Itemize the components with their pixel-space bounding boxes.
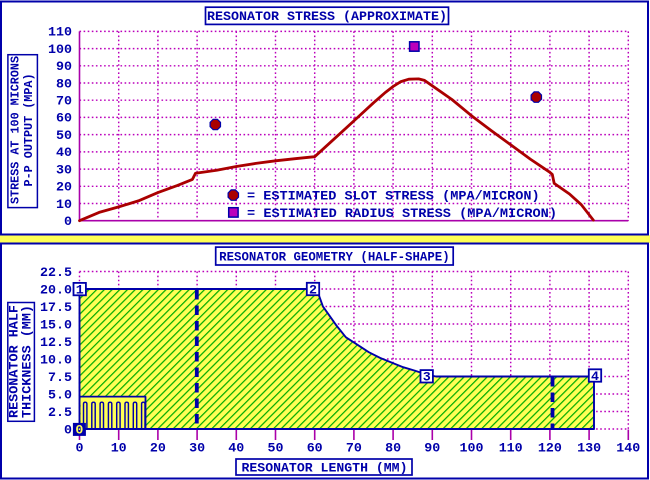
svg-text:5.0: 5.0 bbox=[48, 388, 72, 403]
svg-text:RESONATOR STRESS (APPROXIMATE): RESONATOR STRESS (APPROXIMATE) bbox=[207, 10, 447, 25]
svg-text:3: 3 bbox=[423, 371, 431, 386]
svg-text:10: 10 bbox=[56, 198, 72, 213]
svg-text:0: 0 bbox=[76, 442, 84, 457]
svg-text:60: 60 bbox=[56, 112, 72, 127]
svg-text:0: 0 bbox=[64, 215, 72, 230]
svg-text:12.5: 12.5 bbox=[40, 336, 72, 351]
svg-text:P-P OUTPUT (MPA): P-P OUTPUT (MPA) bbox=[22, 74, 36, 187]
svg-text:7.5: 7.5 bbox=[48, 371, 72, 386]
svg-text:40: 40 bbox=[56, 146, 72, 161]
svg-text:10.0: 10.0 bbox=[40, 353, 72, 368]
svg-text:STRESS AT 100 MICRONS: STRESS AT 100 MICRONS bbox=[9, 56, 23, 204]
svg-text:70: 70 bbox=[56, 95, 72, 110]
svg-text:100: 100 bbox=[48, 43, 72, 58]
svg-text:20: 20 bbox=[56, 181, 72, 196]
svg-text:RESONATOR HALF: RESONATOR HALF bbox=[8, 305, 23, 418]
svg-text:130: 130 bbox=[577, 442, 601, 457]
svg-text:40: 40 bbox=[228, 442, 244, 457]
svg-text:140: 140 bbox=[616, 442, 640, 457]
svg-text:4: 4 bbox=[591, 370, 599, 385]
svg-text:70: 70 bbox=[346, 442, 362, 457]
svg-text:15.0: 15.0 bbox=[40, 318, 72, 333]
svg-text:0: 0 bbox=[75, 424, 83, 439]
svg-text:30: 30 bbox=[189, 442, 205, 457]
svg-text:50: 50 bbox=[268, 442, 284, 457]
svg-text:50: 50 bbox=[56, 129, 72, 144]
svg-text:90: 90 bbox=[56, 60, 72, 75]
svg-text:110: 110 bbox=[499, 442, 523, 457]
svg-text:120: 120 bbox=[538, 442, 562, 457]
svg-text:80: 80 bbox=[56, 77, 72, 92]
svg-text:80: 80 bbox=[385, 442, 401, 457]
svg-text:22.5: 22.5 bbox=[40, 266, 72, 281]
svg-text:RESONATOR GEOMETRY (HALF-SHAPE: RESONATOR GEOMETRY (HALF-SHAPE) bbox=[219, 251, 450, 266]
svg-text:100: 100 bbox=[460, 442, 484, 457]
svg-text:RESONATOR LENGTH (MM): RESONATOR LENGTH (MM) bbox=[242, 461, 408, 476]
svg-text:30: 30 bbox=[56, 163, 72, 178]
svg-text:= ESTIMATED SLOT STRESS (MPA/M: = ESTIMATED SLOT STRESS (MPA/MICRON) bbox=[247, 190, 540, 205]
svg-text:110: 110 bbox=[48, 26, 72, 41]
svg-text:20: 20 bbox=[150, 442, 166, 457]
svg-text:60: 60 bbox=[307, 442, 323, 457]
svg-text:2: 2 bbox=[309, 283, 317, 298]
svg-text:90: 90 bbox=[424, 442, 440, 457]
svg-text:20.0: 20.0 bbox=[40, 283, 72, 298]
svg-text:= ESTIMATED RADIUS STRESS (MPA: = ESTIMATED RADIUS STRESS (MPA/MICRON) bbox=[247, 207, 557, 222]
svg-text:17.5: 17.5 bbox=[40, 301, 72, 316]
svg-text:0: 0 bbox=[64, 423, 72, 438]
svg-text:THICKNESS (MM): THICKNESS (MM) bbox=[21, 305, 36, 418]
svg-text:2.5: 2.5 bbox=[48, 406, 72, 421]
svg-text:10: 10 bbox=[111, 442, 127, 457]
svg-text:1: 1 bbox=[76, 283, 84, 298]
